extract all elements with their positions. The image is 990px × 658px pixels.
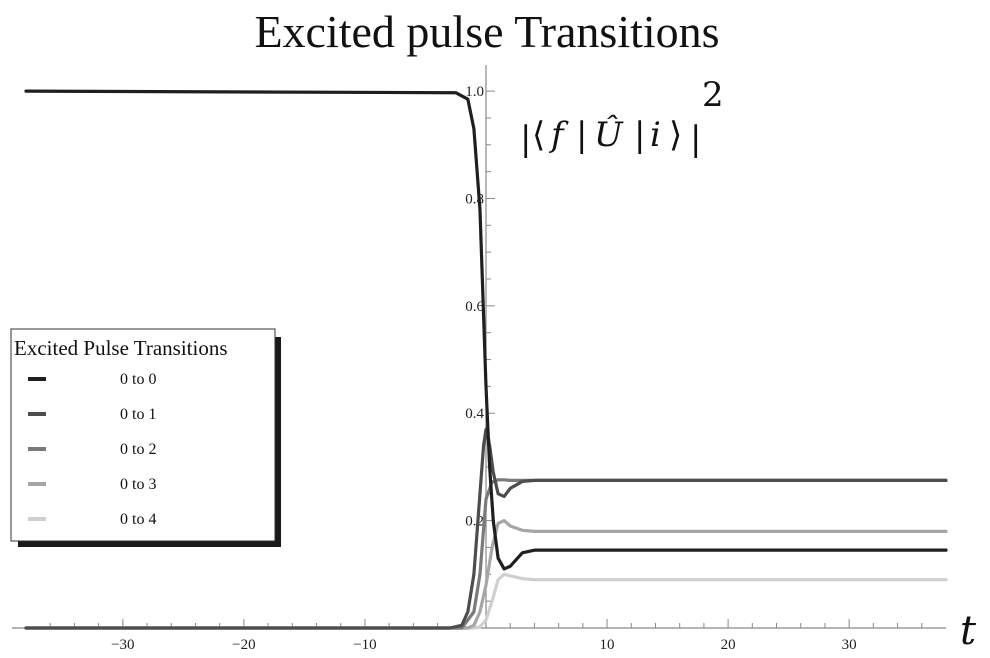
x-tick-label: 20 [721,637,736,653]
y-label-bra-bar: | [576,115,587,155]
x-tick-label: −10 [353,637,376,653]
x-tick-label: 10 [600,637,615,653]
legend-entry-label: 0 to 3 [120,476,156,493]
y-label-open-bracket: ⟨ [532,115,545,155]
y-axis-label: | ⟨ f | Û | i ⟩ | 2 [520,75,724,159]
y-tick-label: 1.0 [465,84,484,100]
series-line [24,89,948,571]
legend: Excited Pulse Transitions 0 to 00 to 10 … [10,328,281,547]
y-tick-label: 0.2 [465,514,484,530]
legend-box [10,328,276,542]
y-label-exponent: 2 [702,75,724,115]
legend-entry-label: 0 to 4 [120,511,156,528]
x-tick-label: 30 [842,637,857,653]
chart-title: Excited pulse Transitions [254,6,719,57]
x-tick-label: −30 [111,637,134,653]
y-label-final-state: f [548,115,569,155]
x-axis-label: t [960,608,977,654]
series-line [24,572,948,630]
y-label-left-bar: | [520,119,531,159]
legend-title: Excited Pulse Transitions [14,336,228,360]
legend-entry-label: 0 to 1 [120,406,156,423]
y-tick-label: 0.4 [465,406,484,422]
legend-entry-label: 0 to 0 [120,371,156,388]
legend-entry-label: 0 to 2 [120,441,156,458]
legend-items: 0 to 0 0 to 1 0 to 2 0 to 3 0 to 4 [28,371,156,528]
series-lines [24,89,948,630]
y-label-operator: Û [594,114,624,155]
y-label-close-bracket: ⟩ [669,115,682,155]
y-label-ket-bar: | [634,115,645,155]
x-tick-label: −20 [232,637,255,653]
y-label-initial-state: i [650,115,661,155]
y-label-right-bar: | [690,119,701,159]
y-tick-label: 0.6 [465,299,484,315]
